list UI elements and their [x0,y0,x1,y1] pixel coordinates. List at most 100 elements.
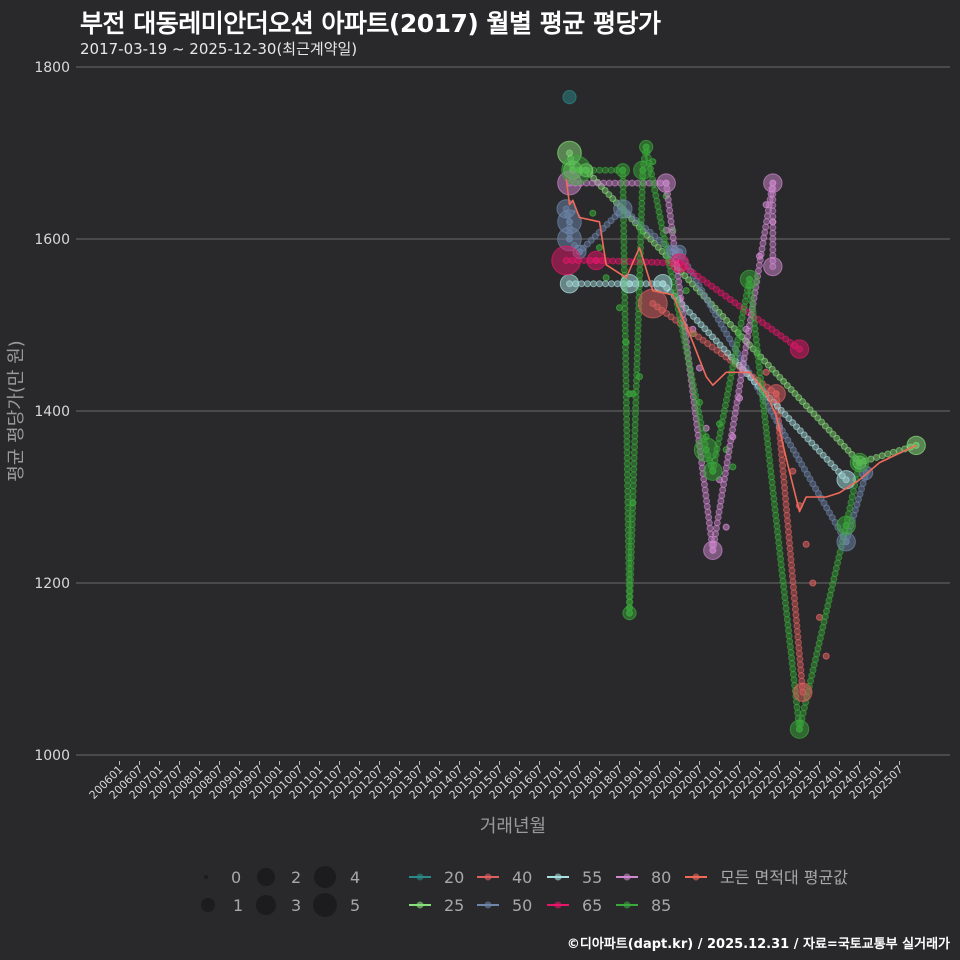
trend-dot [729,363,737,371]
data-point [703,461,723,481]
y-tick-label: 1800 [34,60,70,76]
x-axis-title: 거래년월 [480,816,546,837]
trend-dot [718,418,726,426]
trend-dot [737,319,745,327]
data-point [693,437,719,463]
trend-dot [735,330,743,338]
trend-dot [716,429,724,437]
trend-dot [708,282,716,290]
trend-dot [689,269,697,277]
data-point [622,606,637,621]
y-tick-label: 1600 [34,232,70,248]
trend-dot [699,276,707,284]
legend-size-marker [201,898,215,912]
trend-dot [726,380,734,388]
trend-dot [602,280,609,288]
legend-size-marker [257,868,275,886]
trend-dot [717,423,725,431]
trend-dot [667,313,675,321]
legend-dot-swatch [554,901,562,909]
trend-dot [846,504,854,512]
grid-lines [76,66,950,756]
legend-size-marker [313,893,337,917]
legend-area-label: 55 [582,868,602,887]
legend: 0 1 2 3 4 5 20 25 40 50 55 65 80 85 모든 면적대 평균값 [201,866,848,917]
trend-dot [873,453,880,461]
data-point [562,90,577,105]
trend-dot [628,213,636,221]
average-line [565,178,917,513]
trend-dot [739,308,747,316]
trend-dot [777,332,785,340]
trend-dot [608,280,615,288]
trend-dot [741,297,749,305]
trend-dot [719,412,727,420]
data-point [722,523,730,531]
trend-dot [847,499,855,507]
trend-dot [725,385,733,393]
data-point [703,540,723,561]
legend-size-label: 2 [291,868,301,887]
trend-dot [732,347,740,355]
data-point [822,652,830,660]
trend-dot [596,280,603,288]
data-point [763,173,783,193]
series-trend-lines [562,143,920,733]
trend-dot [878,452,886,460]
trend-dot [722,292,730,300]
legend-area-label: 모든 면적대 평균값 [720,868,848,887]
data-point [602,274,610,282]
data-point [762,368,770,376]
trend-dot [672,316,680,324]
data-point [559,274,580,294]
footer-credit: ©디아파트(dapt.kr) / 2025.12.31 / 자료=국토교통부 실… [566,937,950,952]
trend-dot [726,295,734,303]
average-line-path [565,178,917,513]
trend-dot [690,330,698,338]
trend-dot [731,352,739,360]
legend-dot-swatch [416,901,424,909]
chart-subtitle: 2017-03-19 ~ 2025-12-30(최근계약일) [80,40,358,58]
scatter-points-minor [589,158,830,660]
trend-dot [594,179,602,187]
legend-size-marker [256,895,276,915]
data-point [586,250,606,271]
trend-dot [607,166,615,174]
trend-dot [584,280,591,288]
y-tick-label: 1400 [34,404,70,420]
data-point [809,579,817,587]
y-tick-label: 1200 [34,576,70,592]
data-point [589,209,597,217]
trend-dot [715,434,723,442]
data-point [616,304,623,312]
data-point [793,682,813,702]
data-point [729,463,737,471]
data-point [836,470,856,490]
trend-dot [740,303,748,311]
legend-area-label: 65 [582,896,602,915]
trend-dot [578,280,585,288]
trend-dot [590,280,597,288]
trend-dot [849,487,857,495]
legend-dot-swatch [623,901,631,909]
legend-size-label: 4 [350,868,360,887]
y-axis-title: 평균 평당가(만 원) [6,340,27,481]
trend-dot [646,228,654,236]
data-point [836,515,856,536]
trend-dot [733,341,741,349]
trend-dot [724,390,731,398]
trend-dot [628,179,636,187]
trend-dot [588,179,596,187]
trend-dot [713,346,721,354]
trend-dot [605,179,613,187]
trend-dot [614,280,621,288]
legend-area-label: 20 [444,868,464,887]
data-point [639,139,654,155]
data-point [739,269,760,290]
data-point [596,244,603,252]
trend-dot [731,299,739,307]
data-point [551,245,582,276]
legend-dot-swatch [554,873,562,881]
trend-dot [782,335,790,343]
data-point [849,452,870,473]
